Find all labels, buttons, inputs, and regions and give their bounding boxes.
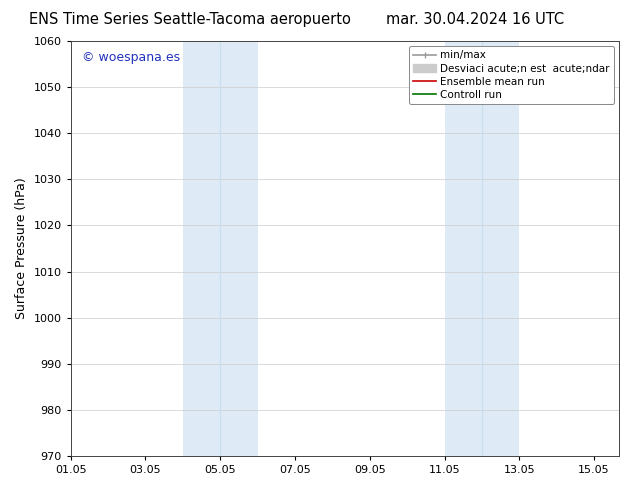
Text: mar. 30.04.2024 16 UTC: mar. 30.04.2024 16 UTC — [387, 12, 564, 27]
Bar — [183, 41, 220, 456]
Bar — [482, 41, 519, 456]
Bar — [444, 41, 482, 456]
Y-axis label: Surface Pressure (hPa): Surface Pressure (hPa) — [15, 178, 28, 319]
Text: © woespana.es: © woespana.es — [82, 51, 180, 64]
Legend: min/max, Desviaci acute;n est  acute;ndar, Ensemble mean run, Controll run: min/max, Desviaci acute;n est acute;ndar… — [409, 46, 614, 104]
Text: ENS Time Series Seattle-Tacoma aeropuerto: ENS Time Series Seattle-Tacoma aeropuert… — [29, 12, 351, 27]
Bar — [220, 41, 257, 456]
